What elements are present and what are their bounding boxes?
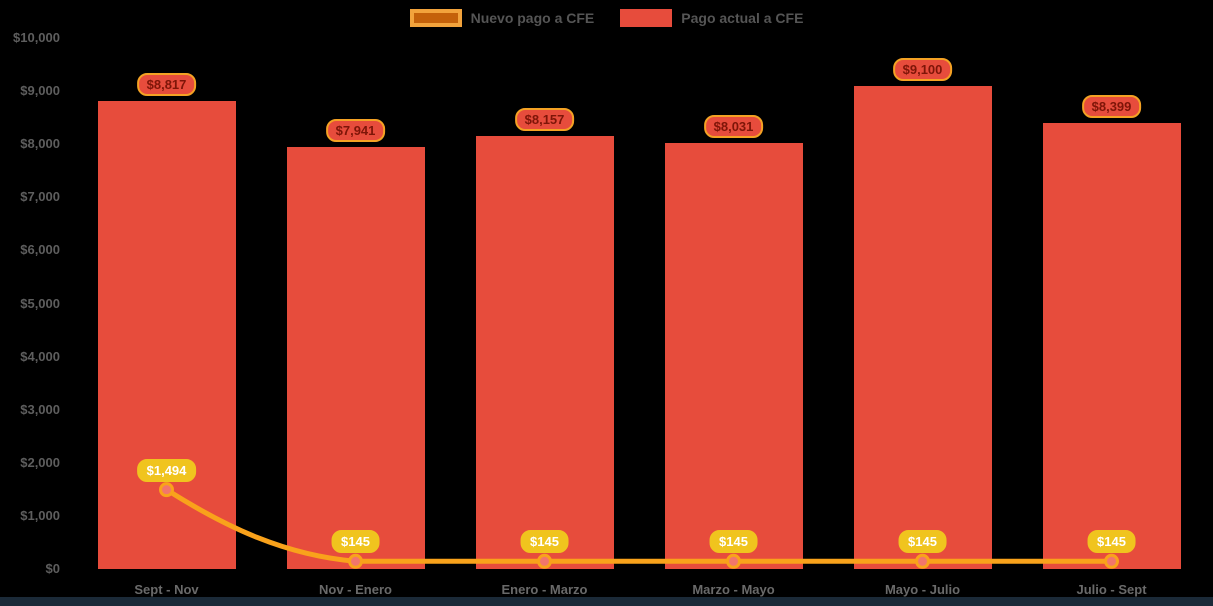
legend-swatch-line-series xyxy=(409,9,462,27)
y-axis-label: $7,000 xyxy=(20,189,60,205)
legend-label: Nuevo pago a CFE xyxy=(470,10,595,26)
bar-value-label: $8,817 xyxy=(136,72,197,96)
x-axis-label: Julio - Sept xyxy=(1076,582,1147,597)
legend-item-nuevo-pago[interactable]: Nuevo pago a CFE xyxy=(409,9,595,27)
line-value-label: $145 xyxy=(1087,530,1136,554)
bar-value-label: $8,157 xyxy=(514,107,575,131)
y-axis-label: $2,000 xyxy=(20,454,60,470)
legend-label: Pago actual a CFE xyxy=(681,10,804,26)
line-point-marker[interactable] xyxy=(726,553,741,569)
line-value-label: $145 xyxy=(331,530,380,554)
line-value-label: $145 xyxy=(520,530,569,554)
y-axis-label: $8,000 xyxy=(20,136,60,152)
y-axis-label: $0 xyxy=(45,561,60,576)
y-axis-label: $3,000 xyxy=(20,401,60,417)
y-axis-label: $1,000 xyxy=(20,507,60,523)
bar-value-label: $8,399 xyxy=(1081,95,1142,118)
y-axis-label: $6,000 xyxy=(20,242,60,258)
line-value-label: $1,494 xyxy=(136,458,197,482)
line-value-label: $145 xyxy=(709,530,758,554)
bar-value-label: $9,100 xyxy=(892,57,953,81)
y-axis-label: $5,000 xyxy=(20,295,60,311)
line-point-marker[interactable] xyxy=(348,553,363,569)
x-axis-label: Nov - Enero xyxy=(319,582,392,597)
line-point-marker[interactable] xyxy=(1104,553,1119,569)
y-axis-label: $9,000 xyxy=(20,83,60,99)
bar-pago-actual[interactable] xyxy=(664,142,803,569)
x-axis-label: Sept - Nov xyxy=(134,582,199,597)
y-axis-label: $4,000 xyxy=(20,348,60,364)
bottom-strip xyxy=(0,597,1213,606)
bar-pago-actual[interactable] xyxy=(475,135,614,569)
y-axis-label: $10,000 xyxy=(13,30,60,45)
line-point-marker[interactable] xyxy=(537,553,552,569)
line-point-marker[interactable] xyxy=(159,482,174,498)
bar-value-label: $7,941 xyxy=(325,119,386,143)
x-axis-label: Marzo - Mayo xyxy=(692,582,775,597)
bar-pago-actual[interactable] xyxy=(1042,123,1181,569)
bar-pago-actual[interactable] xyxy=(853,85,992,569)
x-axis-label: Mayo - Julio xyxy=(884,582,961,597)
legend-swatch-bar-series xyxy=(620,9,673,27)
legend-item-pago-actual[interactable]: Pago actual a CFE xyxy=(620,9,803,27)
x-axis-label: Enero - Marzo xyxy=(501,582,588,597)
legend: Nuevo pago a CFE Pago actual a CFE xyxy=(0,9,1213,27)
bar-pago-actual[interactable] xyxy=(97,100,236,569)
bar-pago-actual[interactable] xyxy=(286,147,425,569)
line-point-marker[interactable] xyxy=(915,553,930,569)
bar-value-label: $8,031 xyxy=(703,114,764,138)
line-value-label: $145 xyxy=(898,530,947,554)
